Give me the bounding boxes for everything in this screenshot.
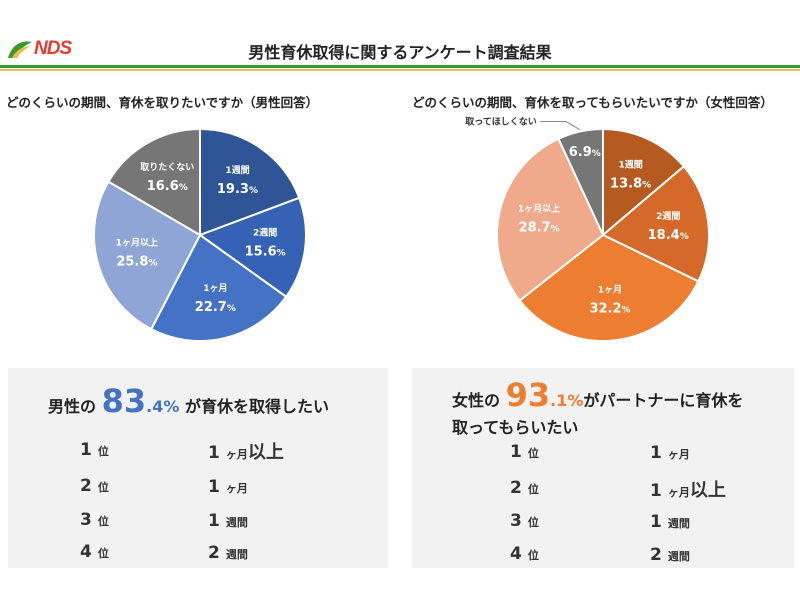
female-pie-slice-4-value: 28.7%: [519, 221, 560, 236]
female-pie-slice-3-value: 32.2%: [589, 301, 630, 316]
male-pie-slice-4-value: 25.8%: [116, 254, 157, 269]
logo-leaf-icon: [8, 41, 32, 58]
female-pie-slice-1-value: 13.8%: [610, 176, 651, 191]
female-headline-big: 93: [505, 376, 551, 414]
male-pie-slice-3-label: 1ヶ月: [203, 283, 227, 294]
male-pie-slice-1-label: 1週間: [225, 165, 249, 176]
female-pie-slice-5-value: 6.9%: [569, 145, 601, 160]
male-pie-slice-5: [107, 127, 201, 237]
female-answer-2: 1 ヶ月以上: [650, 480, 726, 501]
male-headline: 男性の 83.4% が育休を取得したい: [48, 382, 329, 420]
male-pie-slice-5-value: 16.6%: [147, 179, 188, 194]
female-headline-prefix: 女性の: [452, 391, 501, 410]
female-pie-slice-2-label: 2週間: [656, 211, 680, 222]
male-headline-decimal: .4%: [146, 397, 180, 416]
page-title: 男性育休取得に関するアンケート調査結果: [248, 43, 552, 62]
male-pie-slice-4-label: 1ヶ月以上: [116, 236, 158, 248]
female-pie-slice-5-label: 取ってほしくない: [465, 117, 537, 128]
female-pie-slice-4-label: 1ヶ月以上: [518, 203, 560, 215]
male-headline-suffix: が育休を取得したい: [184, 397, 329, 416]
male-pie-slice-1-value: 19.3%: [217, 182, 258, 197]
female-headline-line2: 取ってもらいたい: [452, 418, 579, 437]
female-pie-callout-line: [539, 121, 581, 130]
female-pie-slice-3-label: 1ヶ月: [598, 284, 622, 295]
female-pie-slice-3: [518, 233, 700, 342]
logo-text: NDS: [34, 38, 72, 59]
male-pie-slice-5-label: 取りたくない: [140, 162, 194, 173]
male-answer-2: 1 ヶ月: [208, 477, 248, 497]
male-headline-big: 83: [101, 382, 147, 420]
male-answer-4: 2 週間: [208, 543, 248, 563]
female-pie-slice-1: [602, 127, 686, 238]
female-pie-chart: 1週間 13.8% 2週間 18.4% 1ヶ月 32.2% 1ヶ月以上 28.7% 6.9% 取っ…: [465, 117, 710, 342]
male-headline-prefix: 男性の: [48, 397, 97, 416]
female-pie-slice-1-label: 1週間: [618, 159, 642, 170]
female-headline-decimal: .1%: [550, 391, 584, 410]
male-pie-chart: 1週間 19.3% 2週間 15.6% 1ヶ月 22.7% 1ヶ月以上 25.8% 取りたくない…: [93, 127, 307, 342]
female-chart-title: どのくらいの期間、育休を取ってもらいたいですか（女性回答）: [412, 95, 773, 110]
female-headline: 女性の 93.1%がパートナーに育休を: [452, 376, 743, 414]
male-pie-slice-2: [197, 196, 307, 299]
male-pie-slice-3: [149, 233, 288, 342]
male-pie-slice-2-value: 15.6%: [245, 245, 286, 260]
nds-logo: NDS: [6, 38, 96, 62]
female-answer-1: 1 ヶ月: [650, 443, 690, 463]
female-pie-slice-2: [601, 165, 710, 283]
female-headline-suffix: がパートナーに育休を: [583, 391, 744, 410]
male-answer-1: 1 ヶ月以上: [208, 442, 284, 463]
male-answer-3: 1 週間: [208, 511, 248, 531]
header-rule-green: [0, 65, 800, 68]
female-pie-slice-2-value: 18.4%: [648, 228, 689, 243]
header-rule-gold: [0, 69, 800, 71]
male-chart-title: どのくらいの期間、育休を取りたいですか（男性回答）: [6, 95, 319, 110]
female-answer-4: 2 週間: [650, 545, 690, 565]
male-pie-slice-1: [199, 127, 301, 237]
male-pie-slice-4: [93, 180, 202, 331]
male-pie-slice-3-value: 22.7%: [195, 300, 236, 315]
female-answer-3: 1 週間: [650, 512, 690, 532]
male-pie-slice-2-label: 2週間: [253, 228, 277, 239]
female-pie-slice-5: [557, 127, 604, 236]
